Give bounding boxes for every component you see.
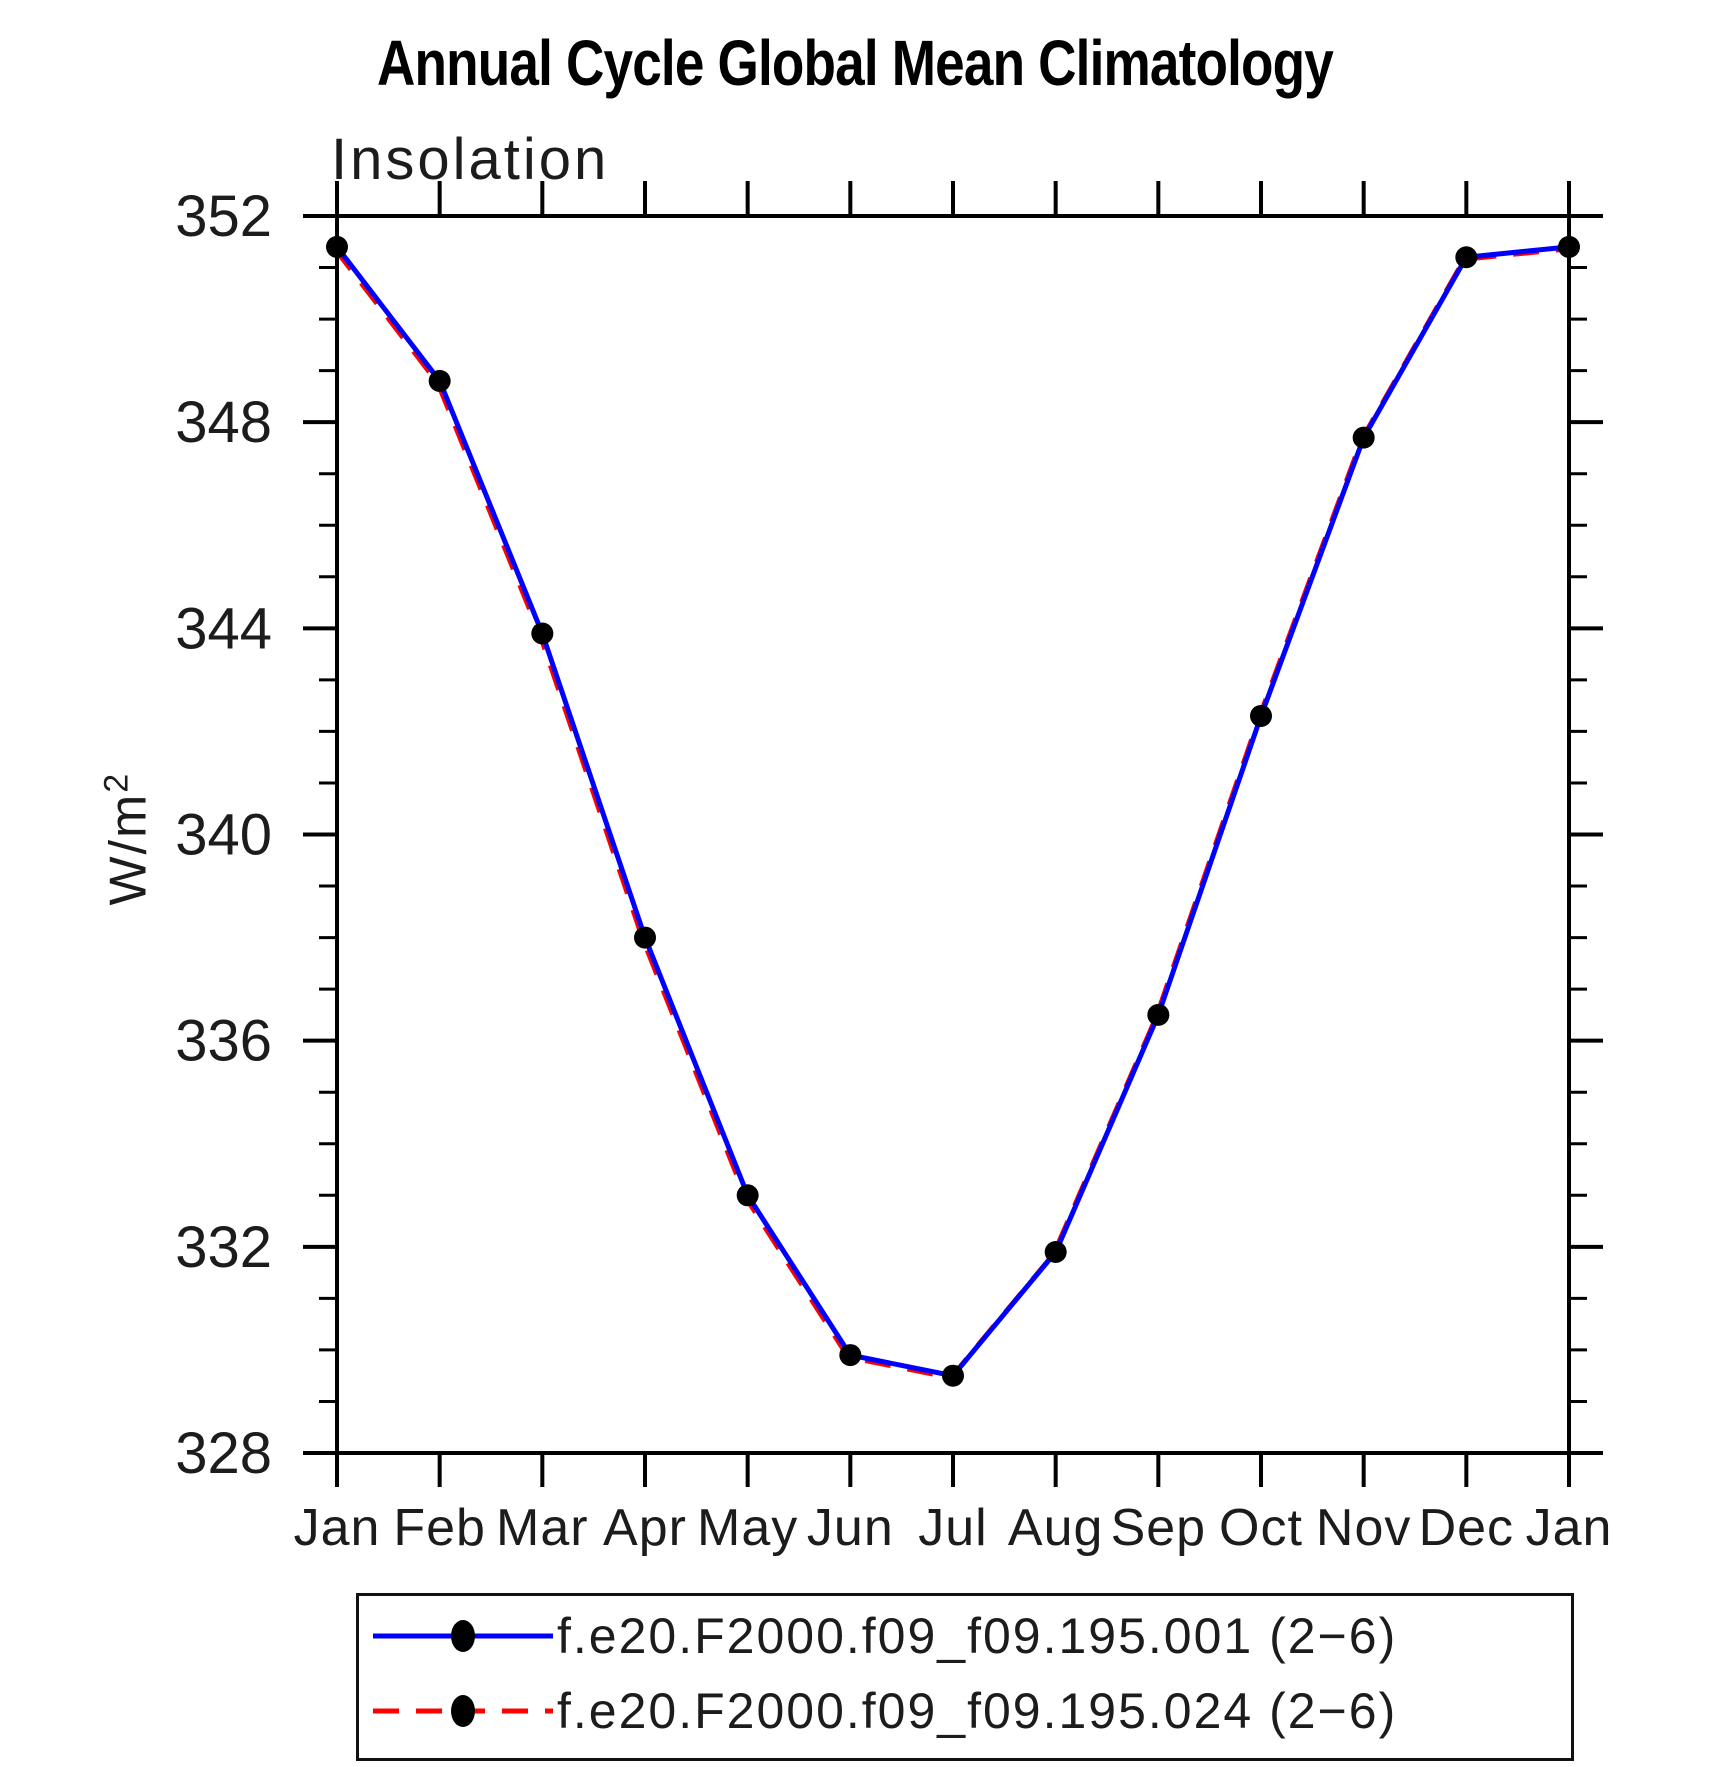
data-point-marker	[326, 235, 348, 258]
legend-entry-series-024: f.e20.F2000.f09_f09.195.024 (2−6)	[367, 1679, 1557, 1743]
data-point-marker	[736, 1184, 759, 1207]
data-point-marker	[1352, 426, 1375, 449]
x-axis-tick-label: Mar	[496, 1499, 589, 1557]
legend-marker-dot	[451, 1620, 475, 1652]
x-axis-tick-label: Jun	[807, 1499, 894, 1557]
legend-line-sample-solid-blue	[373, 1620, 553, 1652]
x-axis-tick-label: Jul	[918, 1499, 987, 1557]
legend-label-series-024: f.e20.F2000.f09_f09.195.024 (2−6)	[557, 1683, 1398, 1739]
y-axis-tick-label: 328	[175, 1421, 272, 1486]
data-point-marker	[428, 369, 451, 392]
x-axis-tick-label: Oct	[1219, 1499, 1303, 1557]
legend-label-series-001: f.e20.F2000.f09_f09.195.001 (2−6)	[557, 1608, 1398, 1664]
data-point-marker	[634, 926, 656, 949]
data-point-marker	[1044, 1240, 1067, 1263]
series-001-line	[335, 244, 1570, 1379]
series-024-line	[333, 246, 1568, 1381]
axis-frame	[335, 214, 1571, 1455]
data-point-marker	[531, 622, 554, 645]
y-axis-tick-label: 332	[175, 1215, 272, 1280]
chart-subtitle: Insolation	[331, 127, 610, 192]
x-axis-tick-label: Jan	[1526, 1499, 1613, 1557]
chart-title: Annual Cycle Global Mean Climatology	[377, 27, 1334, 99]
legend-marker-dot	[451, 1695, 475, 1727]
data-point-marker	[1250, 704, 1272, 727]
y-axis-tick-label: 352	[175, 184, 272, 249]
data-point-marker	[1558, 235, 1580, 258]
y-axis-tick-label: 344	[175, 596, 272, 661]
x-axis-tick-label: Feb	[393, 1499, 486, 1557]
x-axis-tick-label: Aug	[1008, 1499, 1104, 1557]
x-axis-tick-label: May	[697, 1499, 798, 1557]
legend-entry-series-001: f.e20.F2000.f09_f09.195.001 (2−6)	[367, 1604, 1557, 1668]
data-point-marker	[1455, 246, 1478, 269]
x-axis-tick-label: Jan	[294, 1499, 381, 1557]
data-point-marker	[1147, 1003, 1170, 1026]
data-point-marker	[839, 1344, 862, 1367]
x-axis-tick-label: Dec	[1419, 1499, 1514, 1557]
data-point-marker	[942, 1364, 964, 1387]
x-axis-tick-label: Nov	[1316, 1499, 1411, 1557]
y-axis-tick-label: 348	[175, 390, 272, 455]
y-axis-tick-label: 336	[175, 1009, 272, 1074]
x-axis-tick-label: Sep	[1111, 1499, 1207, 1557]
legend: f.e20.F2000.f09_f09.195.001 (2−6) f.e20.…	[356, 1593, 1574, 1761]
y-axis-tick-label: 340	[175, 803, 272, 868]
x-axis-tick-label: Apr	[603, 1499, 687, 1557]
legend-line-sample-dashed-red	[373, 1695, 553, 1727]
